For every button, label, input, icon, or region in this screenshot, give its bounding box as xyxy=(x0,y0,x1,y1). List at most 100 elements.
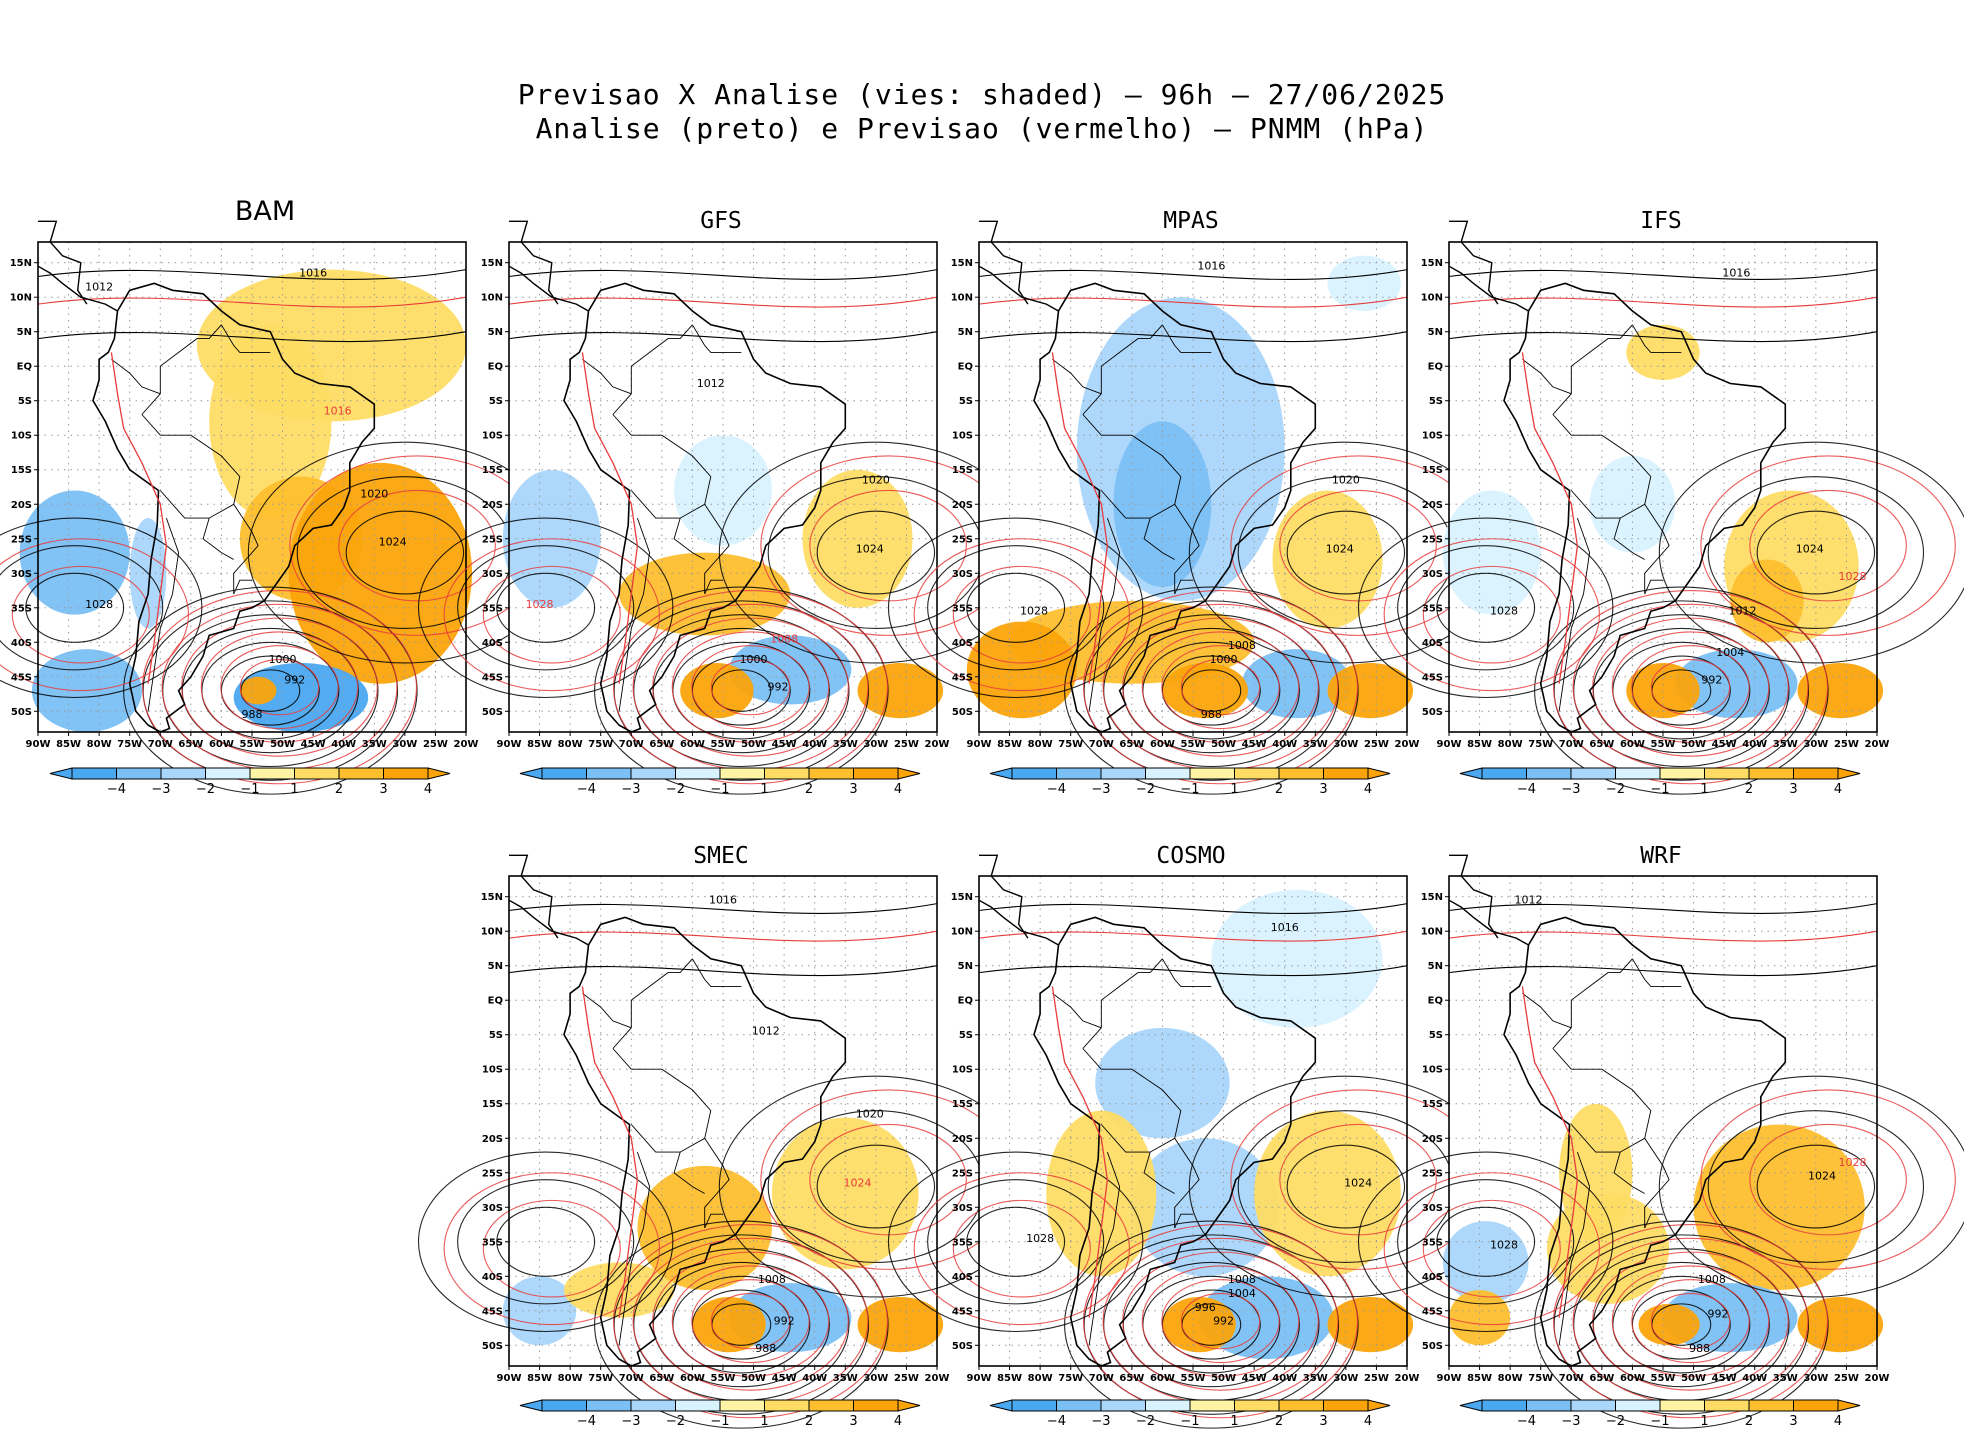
lon-tick-label: 75W xyxy=(1528,739,1553,750)
lat-tick-label: 20S xyxy=(482,500,503,511)
colorbar-segment xyxy=(586,767,632,780)
isobar xyxy=(1749,1123,1907,1236)
isobar-andes xyxy=(1521,352,1579,684)
map-panel-smec: 1016101210201024100899298815N10N5NEQ5S10… xyxy=(417,854,1033,1429)
colorbar-segment xyxy=(116,767,162,780)
colorbar-segment xyxy=(586,1399,632,1412)
lon-tick-label: 40W xyxy=(1272,739,1297,750)
colorbar-segment xyxy=(1748,1399,1794,1412)
colorbar-segment xyxy=(1011,1399,1057,1412)
contour-label: 992 xyxy=(1213,1315,1234,1328)
lat-tick-label: 35S xyxy=(952,1237,973,1248)
contour-label: 1000 xyxy=(740,653,768,666)
isobar xyxy=(671,631,830,743)
lat-tick-label: 30S xyxy=(952,569,973,580)
colorbar-segment xyxy=(1189,767,1235,780)
contour-label: 1016 xyxy=(1271,921,1299,934)
colorbar-segment xyxy=(719,767,765,780)
colorbar-segment xyxy=(1234,1399,1280,1412)
lon-tick-label: 60W xyxy=(209,739,234,750)
isobar xyxy=(671,1265,830,1377)
colorbar-label: 3 xyxy=(1789,1414,1797,1429)
lon-tick-label: 45W xyxy=(1712,739,1737,750)
colorbar-arrow-left xyxy=(1459,1399,1483,1412)
lat-tick-label: 10S xyxy=(482,431,503,442)
lon-tick-label: 35W xyxy=(1773,1373,1798,1384)
colorbar-label: 2 xyxy=(1745,782,1753,797)
lon-tick-label: 55W xyxy=(711,739,736,750)
lon-tick-label: 35W xyxy=(362,739,387,750)
colorbar-label: 2 xyxy=(1275,1414,1283,1429)
lon-tick-label: 70W xyxy=(1559,1373,1584,1384)
lon-tick-label: 75W xyxy=(588,739,613,750)
lon-tick-label: 55W xyxy=(1651,1373,1676,1384)
lon-tick-label: 45W xyxy=(1242,739,1267,750)
colorbar-arrow-right xyxy=(1837,767,1861,780)
lon-tick-label: 90W xyxy=(1437,1373,1462,1384)
country-border xyxy=(1143,1151,1175,1194)
coastline-south-america xyxy=(1033,916,1317,1367)
contour-label: 1028 xyxy=(85,598,113,611)
colorbar-label: −4 xyxy=(1517,782,1536,797)
isobar xyxy=(978,269,1408,280)
lat-tick-label: EQ xyxy=(17,362,32,373)
lon-tick-label: 40W xyxy=(802,1373,827,1384)
colorbar-segment xyxy=(1100,1399,1146,1412)
isobar xyxy=(1279,1123,1437,1236)
country-border xyxy=(111,358,161,395)
contour-label: 1008 xyxy=(1228,639,1256,652)
lat-tick-label: 5N xyxy=(488,961,503,972)
lat-tick-label: 15N xyxy=(951,892,973,903)
lat-tick-label: 35S xyxy=(952,603,973,614)
contour-label: 1028 xyxy=(1839,570,1867,583)
colorbar-arrow-left xyxy=(49,767,73,780)
lat-tick-label: 10N xyxy=(481,293,503,304)
lon-tick-label: 60W xyxy=(1150,1373,1175,1384)
isobar xyxy=(345,510,465,595)
country-border xyxy=(1082,1048,1182,1153)
lon-tick-label: 80W xyxy=(1498,1373,1523,1384)
contour-label: 1020 xyxy=(856,1108,884,1121)
colorbar-segment xyxy=(541,1399,587,1412)
lat-tick-label: 10N xyxy=(10,293,32,304)
panel-title-ifs: IFS xyxy=(1640,208,1682,234)
colorbar-label: 1 xyxy=(1700,782,1708,797)
lat-tick-label: 35S xyxy=(482,1237,503,1248)
colorbar-segment xyxy=(249,767,295,780)
colorbar-segment xyxy=(1056,767,1102,780)
isobar xyxy=(1756,510,1876,595)
colorbar-segment xyxy=(853,767,899,780)
lon-tick-label: 50W xyxy=(1681,739,1706,750)
bias-shade xyxy=(239,676,277,705)
isobar xyxy=(1448,269,1878,280)
isobar xyxy=(816,1144,936,1229)
lat-tick-label: 30S xyxy=(482,1203,503,1214)
lat-tick-label: 35S xyxy=(11,603,32,614)
isobar xyxy=(1553,589,1829,785)
contour-label: 1004 xyxy=(1228,1287,1256,1300)
lat-tick-label: 45S xyxy=(1422,1306,1443,1317)
colorbar-segment xyxy=(1056,1399,1102,1412)
colorbar-label: 2 xyxy=(335,782,343,797)
colorbar-label: 2 xyxy=(1745,1414,1753,1429)
colorbar-label: 4 xyxy=(894,1414,902,1429)
colorbar-segment xyxy=(1278,1399,1324,1412)
coastline-caribbean xyxy=(979,220,1029,305)
colorbar-arrow-left xyxy=(1459,767,1483,780)
coastline-south-america xyxy=(563,282,847,733)
lon-tick-label: 80W xyxy=(1498,739,1523,750)
lon-tick-label: 50W xyxy=(741,739,766,750)
country-border xyxy=(1174,1138,1200,1228)
map-plot-area: 1016102410281008100499299615N10N5NEQ5S10… xyxy=(887,854,1503,1429)
isobar-andes xyxy=(581,352,639,684)
country-border xyxy=(1522,358,1572,395)
contour-label: 1024 xyxy=(1344,1177,1372,1190)
contour-label: 1012 xyxy=(752,1025,780,1038)
colorbar-label: 4 xyxy=(1834,782,1842,797)
lon-tick-label: 80W xyxy=(1028,739,1053,750)
lat-tick-label: 10N xyxy=(481,927,503,938)
contour-label: 1028 xyxy=(1026,1232,1054,1245)
lat-tick-label: 15S xyxy=(952,465,973,476)
colorbar-segment xyxy=(808,767,854,780)
isobar xyxy=(508,331,938,343)
